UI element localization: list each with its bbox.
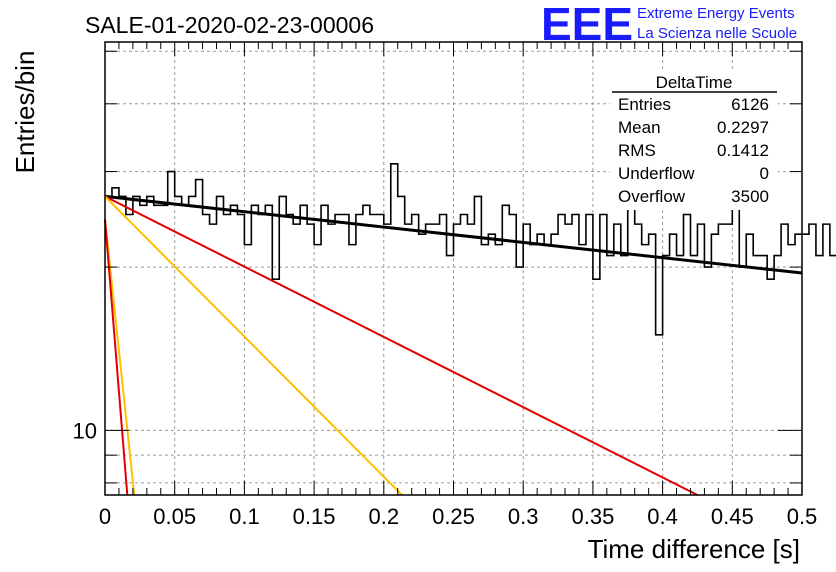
x-axis-ticks: 0 0.05 0.1 0.15 0.2 0.25 0.3 0.35 0.4 0.45 0.5 [99,42,817,529]
fit-curves [104,194,803,496]
grid-lines [105,42,802,495]
x-axis-label: Time difference [s] [588,534,800,564]
logo-line-2: La Scienza nelle Scuole [637,25,797,42]
x-tick-label: 0.25 [432,504,475,529]
fit-curve [104,195,698,496]
x-tick-label: 0.1 [229,504,260,529]
x-tick-label: 0.3 [508,504,539,529]
fit-curve [104,219,129,496]
stats-box: DeltaTime Entries 6126 Mean 0.2297 RMS 0… [610,70,778,210]
stats-label-entries: Entries [618,95,671,114]
stats-value-overflow: 3500 [731,187,769,206]
x-tick-label: 0 [99,504,111,529]
x-tick-label: 0.05 [153,504,196,529]
fit-curve [104,194,803,275]
stats-box-background [610,70,778,210]
y-tick-label: 10 [73,418,97,443]
x-tick-label: 0.15 [293,504,336,529]
fit-curve [104,195,403,496]
run-title: SALE-01-2020-02-23-00006 [85,12,374,38]
stats-value-mean: 0.2297 [717,118,769,137]
x-tick-label: 0.2 [369,504,400,529]
y-axis-label: Entries/bin [10,51,40,174]
stats-label-mean: Mean [618,118,661,137]
stats-label-underflow: Underflow [618,164,695,183]
y-axis-ticks: 10 [73,50,802,484]
x-tick-label: 0.4 [647,504,678,529]
logo-line-1: Extreme Energy Events [637,5,795,22]
stats-value-entries: 6126 [731,95,769,114]
stats-value-rms: 0.1412 [717,141,769,160]
x-tick-label: 0.5 [787,504,818,529]
fit-curve [104,219,136,496]
stats-label-overflow: Overflow [618,187,686,206]
stats-box-title: DeltaTime [656,73,733,92]
x-tick-label: 0.45 [711,504,754,529]
x-tick-label: 0.35 [571,504,614,529]
stats-label-rms: RMS [618,141,656,160]
stats-value-underflow: 0 [760,164,769,183]
